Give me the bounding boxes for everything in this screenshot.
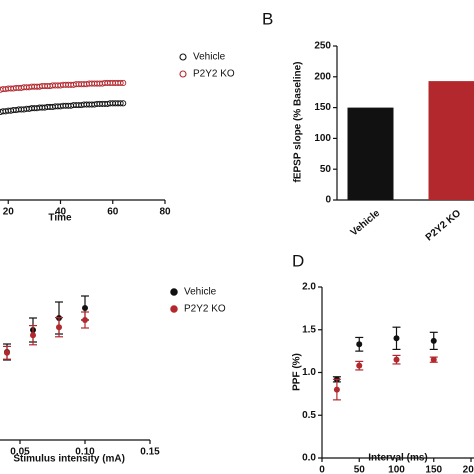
x-axis-label: Stimulus intensity (mA) [13, 454, 125, 465]
legend-marker [170, 305, 178, 313]
point [82, 317, 88, 323]
y-axis-label: PPF (%) [292, 353, 303, 391]
legend-label: Vehicle [184, 287, 217, 298]
x-tick-label: 60 [107, 207, 119, 218]
y-tick-label: 0.5 [302, 410, 316, 421]
x-tick-label: P2Y2 KO [424, 208, 464, 244]
x-tick-label: 40 [55, 207, 67, 218]
x-tick-label: 0.05 [10, 447, 30, 458]
point [333, 386, 340, 393]
x-tick-label: 100 [388, 465, 405, 474]
legend-label: P2Y2 KO [193, 69, 235, 80]
y-tick-label: 1.0 [302, 367, 316, 378]
y-tick-label: 0.0 [302, 453, 316, 464]
y-tick-label: 150 [314, 102, 331, 113]
point [120, 100, 127, 107]
y-tick-label: 0 [325, 195, 331, 206]
y-tick-label: 100 [314, 133, 331, 144]
x-tick-label: 80 [159, 207, 171, 218]
point [117, 79, 124, 87]
x-tick-label: 0.15 [140, 447, 160, 458]
bar [428, 81, 474, 200]
legend-label: P2Y2 KO [184, 304, 226, 315]
point [4, 349, 10, 356]
point [356, 341, 363, 348]
x-tick-label: Vehicle [349, 208, 383, 239]
legend-marker [179, 53, 187, 61]
y-tick-label: 200 [314, 71, 331, 82]
x-tick-label: 20 [3, 207, 15, 218]
panel-label: D [292, 251, 304, 270]
point [30, 332, 36, 339]
legend-marker [170, 288, 178, 296]
x-tick-label: 50 [354, 465, 366, 474]
point [356, 362, 363, 369]
y-axis-label: fEPSP slope (% Baseline) [293, 62, 304, 183]
x-tick-label: 150 [425, 465, 442, 474]
x-axis-label: Interval (ms) [368, 453, 427, 464]
y-tick-label: 2.0 [302, 282, 316, 293]
panel-label: B [262, 9, 273, 28]
y-tick-label: 250 [314, 41, 331, 52]
x-tick-label: 0 [319, 465, 325, 474]
point [117, 100, 124, 107]
y-tick-label: 50 [320, 164, 332, 175]
point [120, 79, 127, 87]
x-tick-label: 0.10 [75, 447, 95, 458]
point [82, 305, 88, 311]
y-tick-label: 1.5 [302, 324, 316, 335]
point [393, 335, 400, 342]
x-axis-label: Time [48, 213, 72, 224]
bar [347, 107, 394, 200]
point [393, 356, 400, 363]
legend-marker [179, 70, 187, 78]
point [430, 337, 437, 344]
point [430, 356, 437, 363]
point [56, 324, 62, 331]
legend-label: Vehicle [193, 52, 226, 63]
x-tick-label: 200 [463, 465, 474, 474]
